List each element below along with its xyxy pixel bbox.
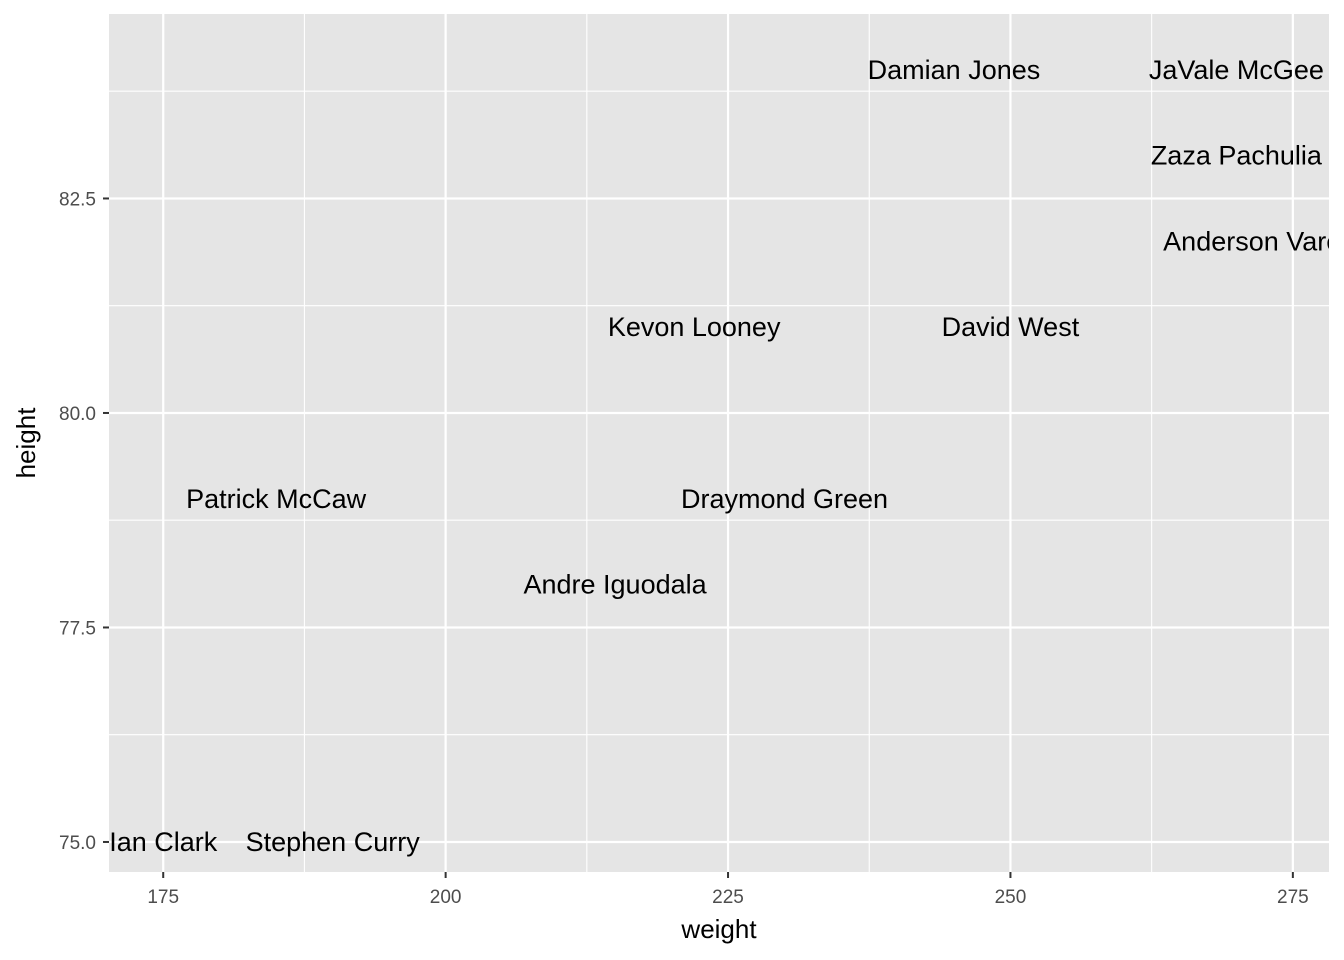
- point-label: Draymond Green: [681, 484, 888, 514]
- y-tick-label: 82.5: [59, 189, 96, 210]
- x-axis-title: weight: [680, 914, 757, 944]
- x-tick-label: 200: [430, 887, 462, 908]
- x-tick-label: 250: [995, 887, 1027, 908]
- y-axis: 75.0 77.5 80.0 82.5: [59, 189, 109, 854]
- point-label: Anderson Varejao: [1163, 226, 1344, 256]
- y-tick-label: 77.5: [59, 618, 96, 639]
- x-tick-label: 225: [712, 887, 744, 908]
- x-axis: 175 200 225 250 275: [147, 872, 1309, 908]
- x-tick-label: 175: [147, 887, 179, 908]
- point-label: Stephen Curry: [246, 827, 421, 857]
- point-label: Zaza Pachulia: [1151, 141, 1323, 171]
- y-tick-label: 80.0: [59, 404, 96, 425]
- point-labels: Damian Jones JaVale McGee Zaza Pachulia And…: [109, 55, 1344, 857]
- panel-background: [109, 14, 1329, 872]
- minor-gridlines: [109, 14, 1329, 872]
- y-axis-title: height: [11, 407, 41, 479]
- point-label: Kevon Looney: [608, 312, 781, 342]
- point-label: JaVale McGee: [1149, 55, 1324, 85]
- point-label: Andre Iguodala: [523, 570, 707, 600]
- point-label: Patrick McCaw: [186, 484, 367, 514]
- y-tick-label: 75.0: [59, 833, 96, 854]
- x-tick-label: 275: [1277, 887, 1309, 908]
- major-gridlines: [109, 14, 1329, 872]
- point-label: David West: [942, 312, 1080, 342]
- point-label: Ian Clark: [109, 827, 218, 857]
- point-label: Damian Jones: [868, 55, 1041, 85]
